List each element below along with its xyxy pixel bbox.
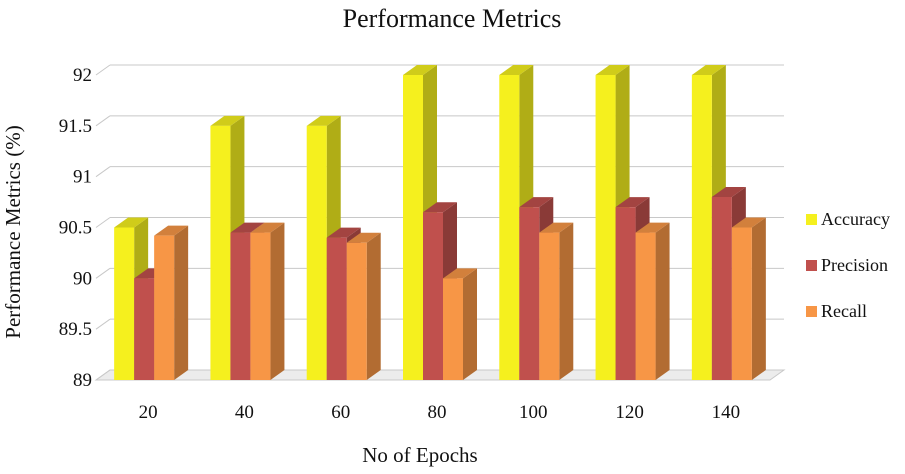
bar-front [403,75,423,380]
bar-top [635,222,670,233]
legend-swatch [806,260,817,271]
gridline [95,115,111,127]
legend-label: Precision [821,255,888,275]
bar-front [519,207,540,380]
bar-top [499,65,534,75]
y-tick-label: 89.5 [59,319,92,340]
bar-side [174,225,189,380]
bar-front [595,75,616,380]
bar-recall-20 [154,225,189,380]
legend-swatch [806,306,817,317]
bar-top [114,217,149,228]
bar-top [230,222,265,233]
bar-top [615,197,650,208]
bar-top [346,232,381,243]
bar-top [250,222,285,233]
legend-swatch [806,214,817,225]
bar-front [210,125,231,380]
bar-front [539,232,560,380]
bar-front [134,278,155,380]
x-tick-label: 100 [519,402,548,423]
bar-top [306,115,341,126]
legend-label: Accuracy [821,209,890,229]
bar-side [270,222,285,380]
legend-item-accuracy: Accuracy [806,209,890,229]
bar-side [655,222,670,380]
bar-side [751,217,766,380]
bar-top [539,222,574,233]
x-tick-label: 80 [428,402,447,423]
gridline [95,318,111,330]
bar-front [114,227,135,380]
bar-top [443,268,477,279]
bar-front [443,278,463,380]
bar-front [250,232,271,380]
gridline [95,166,111,178]
gridline [95,267,111,279]
legend: Accuracy Precision Recall [806,209,890,321]
legend-item-precision: Precision [806,255,888,275]
y-tick-label: 90.5 [59,218,92,239]
bar-recall-100 [539,222,574,380]
x-tick-label: 60 [331,402,350,423]
gridline [95,369,111,381]
x-tick-label: 140 [712,402,741,423]
y-tick-label: 90 [73,268,92,289]
bar-top [711,187,746,197]
bar-top [519,197,554,208]
bar-top [403,65,437,75]
bar-side [463,268,477,380]
x-axis-label: No of Epochs [362,443,477,467]
plot-area: 89 89.5 90 90.5 91 91.5 92 20 40 60 80 100 120 140 [59,64,786,423]
y-tick-label: 91.5 [59,116,92,137]
bar-front [230,232,251,380]
bar-recall-120 [635,222,670,380]
legend-label: Recall [821,301,867,321]
bar-front [423,212,443,380]
bar-recall-140 [731,217,766,380]
bar-side [366,232,381,380]
gridline [95,217,111,228]
y-axis-label: Performance Metrics (%) [1,125,25,338]
x-tick-label: 120 [615,402,644,423]
y-tick-label: 89 [73,370,92,391]
bar-front [326,237,347,380]
bar-front [711,197,732,380]
bar-top [595,65,630,75]
bar-front [346,242,367,380]
bar-top [423,202,457,213]
bar-front [615,207,636,380]
bar-top [210,115,245,126]
bar-front [154,235,175,380]
bar-recall-60 [346,232,381,380]
bar-recall-40 [250,222,285,380]
bar-recall-80 [443,268,477,380]
bar-side [559,222,574,380]
x-tick-label: 40 [235,402,254,423]
bar-top [731,217,766,228]
legend-item-recall: Recall [806,301,867,321]
bar-top [691,65,726,75]
chart-title: Performance Metrics [343,4,562,33]
bar-front [306,125,327,380]
bar-top [154,225,189,236]
gridline [95,64,111,76]
bar-front [731,227,752,380]
bar-front [499,75,520,380]
x-tick-label: 20 [139,402,158,423]
y-tick-label: 92 [73,65,92,86]
bar-top [326,227,361,238]
bar-front [635,232,656,380]
bar-front [691,75,712,380]
y-tick-label: 91 [73,167,92,188]
